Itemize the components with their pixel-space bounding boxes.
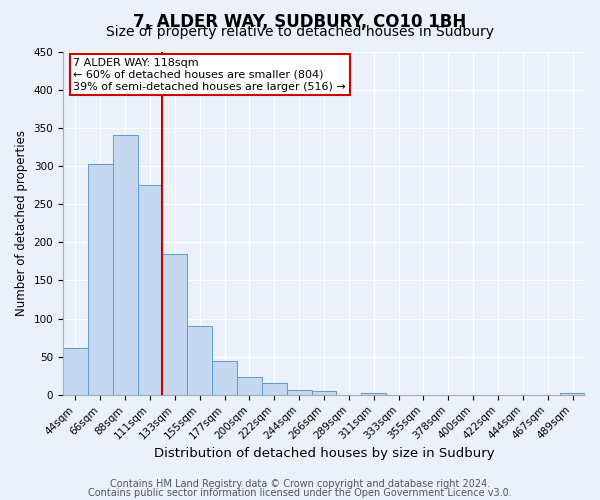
Bar [137, 185, 163, 395]
Text: 7 ALDER WAY: 118sqm
← 60% of detached houses are smaller (804)
39% of semi-detac: 7 ALDER WAY: 118sqm ← 60% of detached ho… [73, 58, 346, 92]
Y-axis label: Number of detached properties: Number of detached properties [15, 130, 28, 316]
Bar [237, 376, 262, 395]
Text: 7, ALDER WAY, SUDBURY, CO10 1BH: 7, ALDER WAY, SUDBURY, CO10 1BH [133, 12, 467, 30]
Bar [560, 394, 585, 395]
Text: Contains HM Land Registry data © Crown copyright and database right 2024.: Contains HM Land Registry data © Crown c… [110, 479, 490, 489]
Bar [262, 384, 287, 395]
Bar [212, 360, 237, 395]
Bar [163, 254, 187, 395]
Bar [311, 391, 337, 395]
Bar [63, 348, 88, 395]
Text: Contains public sector information licensed under the Open Government Licence v3: Contains public sector information licen… [88, 488, 512, 498]
Bar [88, 164, 113, 395]
Text: Size of property relative to detached houses in Sudbury: Size of property relative to detached ho… [106, 25, 494, 39]
Bar [287, 390, 311, 395]
Bar [187, 326, 212, 395]
Bar [113, 136, 137, 395]
X-axis label: Distribution of detached houses by size in Sudbury: Distribution of detached houses by size … [154, 447, 494, 460]
Bar [361, 392, 386, 395]
